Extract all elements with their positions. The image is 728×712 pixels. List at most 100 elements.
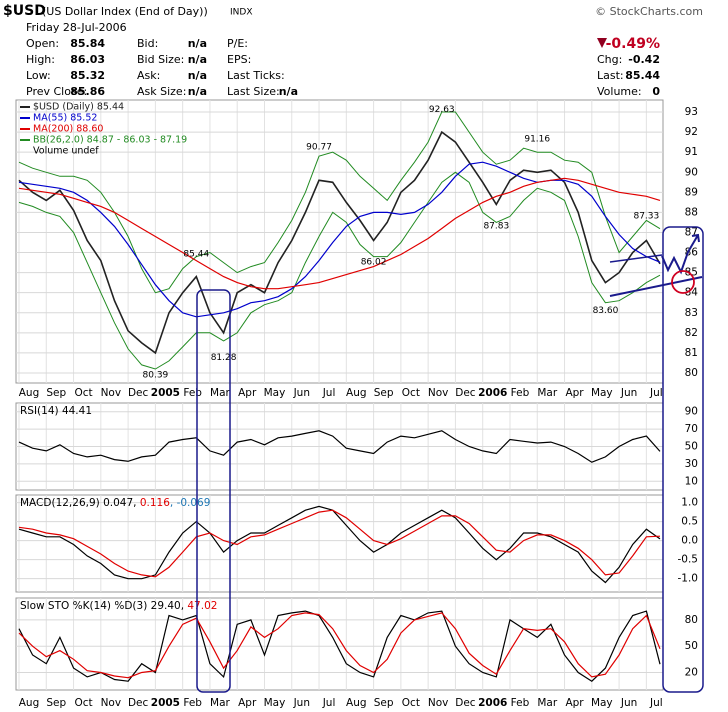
- quote-label: High:: [26, 53, 55, 66]
- x-tick-label: Mar: [537, 387, 557, 399]
- price-annotation: 87.83: [483, 221, 509, 231]
- panel-title: Slow STO %K(14) %D(3) 29.40, 47.02: [20, 600, 217, 612]
- legend-entry: $USD (Daily) 85.44: [33, 102, 124, 113]
- x-tick-label: Oct: [402, 387, 420, 399]
- title-part: RSI(14) 44.41: [20, 405, 92, 417]
- symbol: $USD: [3, 3, 46, 19]
- y-tick-label: 91: [685, 146, 698, 158]
- x-tick-label: Mar: [210, 697, 230, 709]
- x-tick-label: 2006: [478, 697, 507, 709]
- x-tick-label: Feb: [183, 387, 202, 399]
- x-tick-label: Feb: [511, 697, 530, 709]
- quote-value: 0: [652, 85, 660, 98]
- quote-label: Volume:: [597, 85, 642, 98]
- y-tick-label: 0.5: [681, 516, 698, 528]
- x-tick-label: Dec: [128, 697, 149, 709]
- price-annotation: 91.16: [524, 134, 550, 144]
- price-annotation: 87.33: [633, 211, 659, 221]
- x-tick-label: Apr: [565, 697, 584, 709]
- y-tick-label: 85: [685, 267, 698, 279]
- y-tick-label: 70: [685, 423, 698, 435]
- series-line: [18, 509, 661, 578]
- title-part: , -0.069: [170, 497, 211, 509]
- x-tick-label: Nov: [101, 387, 122, 399]
- price-annotation: 92.63: [429, 105, 455, 115]
- y-tick-label: 83: [685, 307, 698, 319]
- x-tick-label: Dec: [128, 387, 149, 399]
- quote-value: 85.84: [70, 37, 105, 50]
- x-tick-label: Feb: [511, 387, 530, 399]
- quote-label: Ask Size:: [137, 85, 186, 98]
- x-tick-label: Apr: [565, 387, 584, 399]
- quote-label: Prev Close:: [26, 85, 87, 98]
- y-tick-label: 90: [685, 166, 698, 178]
- trend-line: [609, 276, 703, 297]
- quote-label: Last Size:: [227, 85, 280, 98]
- x-tick-label: Mar: [537, 697, 557, 709]
- trend-line: [609, 254, 663, 263]
- y-tick-label: 20: [685, 666, 698, 678]
- highlight-box: [662, 226, 704, 693]
- title-part: Slow STO %K(14) %D(3) 29.40,: [20, 600, 187, 612]
- y-tick-label: 10: [685, 475, 698, 487]
- x-tick-label: 2005: [151, 697, 180, 709]
- quote-value: n/a: [279, 85, 298, 98]
- quote-label: Ask:: [137, 69, 160, 82]
- y-tick-label: -1.0: [678, 573, 699, 585]
- price-annotation: 90.77: [306, 142, 332, 152]
- source: © StockCharts.com: [595, 5, 703, 18]
- panel-title: RSI(14) 44.41: [20, 405, 92, 417]
- y-tick-label: 0.0: [681, 535, 698, 547]
- bollinger-lower: [18, 171, 661, 370]
- quote-label: Low:: [26, 69, 51, 82]
- legend-entry: BB(26,2.0) 84.87 - 86.03 - 87.19: [33, 135, 187, 146]
- x-tick-label: Apr: [238, 697, 257, 709]
- y-tick-label: 50: [685, 640, 698, 652]
- quote-label: Bid Size:: [137, 53, 184, 66]
- y-tick-label: 88: [685, 206, 698, 218]
- x-tick-label: Jun: [620, 697, 637, 709]
- x-tick-label: Jul: [649, 387, 663, 399]
- series-line: [18, 130, 661, 355]
- quote-label: EPS:: [227, 53, 251, 66]
- x-tick-label: Nov: [101, 697, 122, 709]
- x-tick-label: Jul: [649, 697, 663, 709]
- price-annotation: 81.28: [211, 353, 237, 363]
- x-tick-label: Oct: [74, 697, 92, 709]
- title-part: 47.02: [187, 600, 217, 612]
- series-line: [18, 610, 661, 682]
- x-tick-label: May: [264, 387, 286, 399]
- y-tick-label: 50: [685, 441, 698, 453]
- x-tick-label: Nov: [428, 697, 449, 709]
- title-part: 0.116: [140, 497, 170, 509]
- legend-entry: Volume undef: [33, 146, 99, 157]
- series-line: [18, 505, 661, 584]
- x-tick-label: Feb: [183, 697, 202, 709]
- legend-entry: MA(200) 88.60: [33, 124, 103, 135]
- quote-value: 85.86: [70, 85, 105, 98]
- title-part: MACD(12,26,9) 0.047,: [20, 497, 140, 509]
- change-percent: -0.49%: [606, 36, 660, 52]
- x-tick-label: Aug: [346, 697, 367, 709]
- y-tick-label: 92: [685, 126, 698, 138]
- y-tick-label: 1.0: [681, 497, 698, 509]
- x-tick-label: Sep: [374, 387, 394, 399]
- price-annotation: 83.60: [593, 306, 619, 316]
- x-tick-label: 2005: [151, 387, 180, 399]
- highlight-circle: [671, 270, 695, 294]
- x-tick-label: Sep: [374, 697, 394, 709]
- x-tick-label: 2006: [478, 387, 507, 399]
- y-tick-label: 84: [685, 287, 699, 299]
- y-tick-label: 89: [685, 186, 698, 198]
- quote-label: Last:: [597, 69, 624, 82]
- x-tick-label: Nov: [428, 387, 449, 399]
- exchange: INDX: [230, 8, 252, 18]
- panel: [15, 597, 664, 691]
- x-tick-label: Jul: [322, 387, 336, 399]
- x-tick-label: Apr: [238, 387, 257, 399]
- quote-value: n/a: [188, 37, 207, 50]
- legend-entry: MA(55) 85.52: [33, 113, 97, 124]
- quote-value: 86.03: [70, 53, 105, 66]
- x-tick-label: Aug: [346, 387, 367, 399]
- panel: [15, 99, 664, 384]
